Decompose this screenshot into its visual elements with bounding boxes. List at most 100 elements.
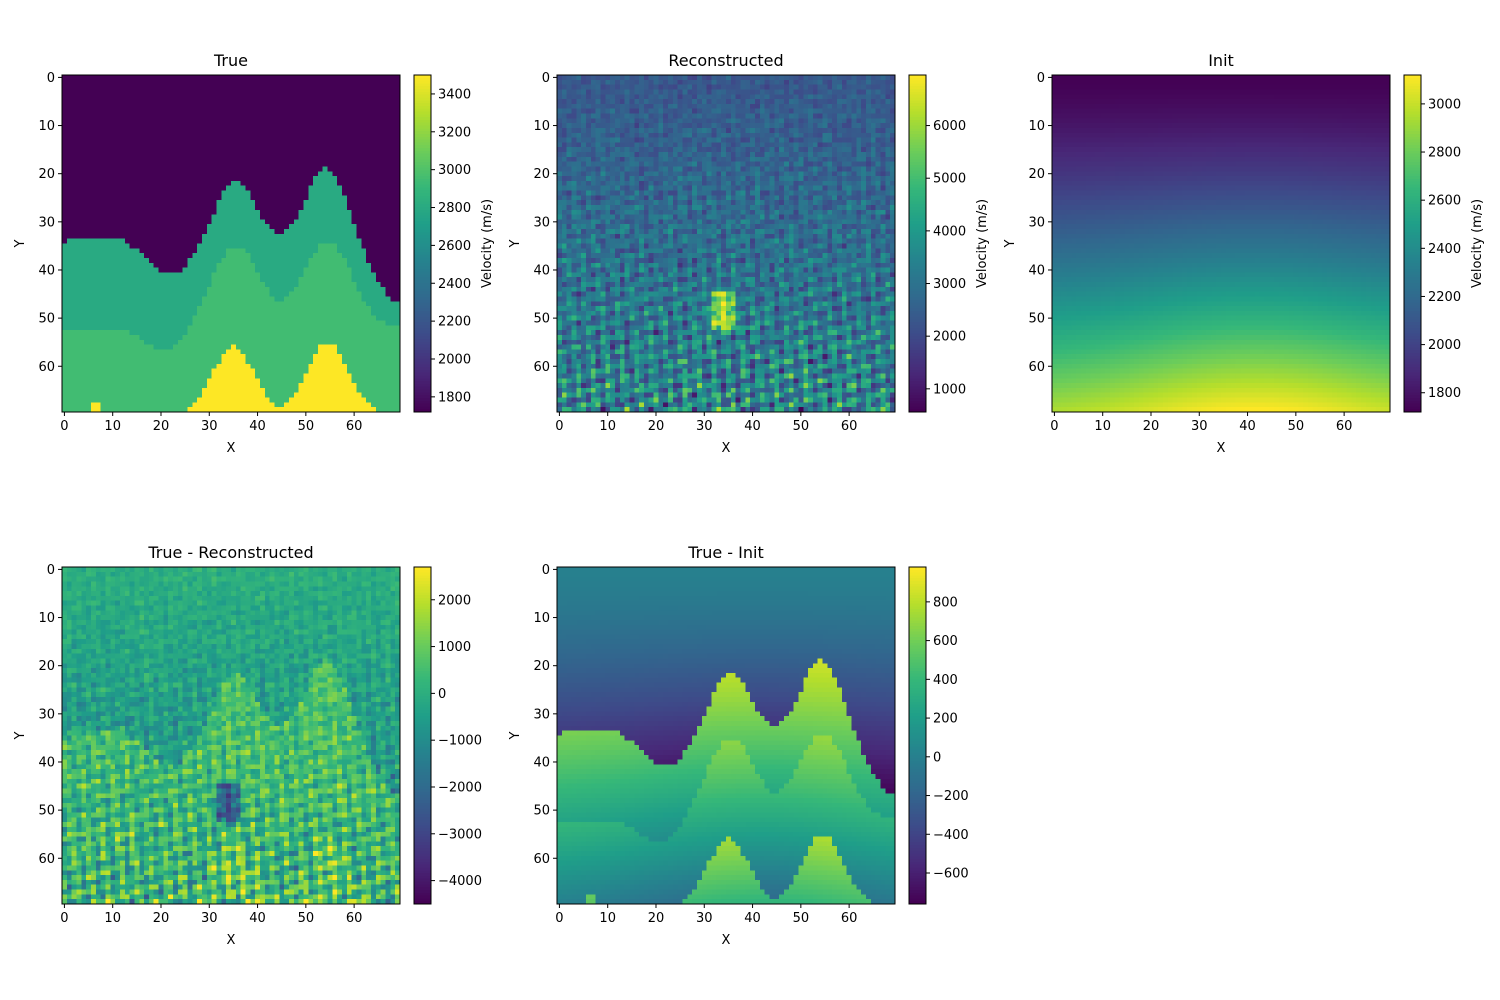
heatmap-cell xyxy=(212,133,217,138)
heatmap-cell xyxy=(81,398,86,403)
heatmap-cell xyxy=(390,85,395,90)
heatmap-cell xyxy=(115,162,120,167)
heatmap-cell xyxy=(226,80,231,85)
heatmap-cell xyxy=(347,345,352,350)
heatmap-cell xyxy=(202,157,207,162)
heatmap-cell xyxy=(144,301,149,306)
heatmap-cell xyxy=(67,244,72,249)
heatmap-cell xyxy=(149,287,154,292)
heatmap-cell xyxy=(202,195,207,200)
heatmap-cell xyxy=(86,316,91,321)
heatmap-cell xyxy=(245,263,250,268)
heatmap-cell xyxy=(101,349,106,354)
heatmap-cell xyxy=(289,200,294,205)
heatmap-cell xyxy=(390,80,395,85)
heatmap-cell xyxy=(270,253,275,258)
heatmap-cell xyxy=(318,94,323,99)
heatmap-cell xyxy=(279,306,284,311)
heatmap-cell xyxy=(260,128,265,133)
heatmap-cell xyxy=(250,123,255,128)
heatmap-cell xyxy=(250,373,255,378)
heatmap-cell xyxy=(91,191,96,196)
heatmap-cell xyxy=(226,234,231,239)
heatmap-cell xyxy=(265,345,270,350)
heatmap-cell xyxy=(381,258,386,263)
heatmap-cell xyxy=(289,215,294,220)
heatmap-cell xyxy=(178,118,183,123)
heatmap-cell xyxy=(318,85,323,90)
heatmap-cell xyxy=(81,219,86,224)
heatmap-cell xyxy=(332,171,337,176)
heatmap-cell xyxy=(337,181,342,186)
heatmap-cell xyxy=(163,402,168,407)
heatmap-cell xyxy=(62,118,67,123)
heatmap-cell xyxy=(390,99,395,104)
heatmap-cell xyxy=(313,383,318,388)
heatmap-cell xyxy=(274,306,279,311)
heatmap-cell xyxy=(328,402,333,407)
heatmap-cell xyxy=(352,109,357,114)
heatmap-cell xyxy=(159,272,164,277)
heatmap-cell xyxy=(284,205,289,210)
heatmap-cell xyxy=(144,176,149,181)
heatmap-cell xyxy=(96,340,101,345)
heatmap-cell xyxy=(212,118,217,123)
heatmap-cell xyxy=(245,176,250,181)
heatmap-cell xyxy=(197,114,202,119)
heatmap-cell xyxy=(231,345,236,350)
heatmap-cell xyxy=(245,354,250,359)
heatmap-cell xyxy=(357,142,362,147)
heatmap-cell xyxy=(96,181,101,186)
heatmap-cell xyxy=(120,118,125,123)
heatmap-cell xyxy=(289,171,294,176)
heatmap-cell xyxy=(163,388,168,393)
heatmap-cell xyxy=(101,219,106,224)
heatmap-cell xyxy=(134,99,139,104)
heatmap-cell xyxy=(342,263,347,268)
heatmap-cell xyxy=(318,253,323,258)
heatmap-cell xyxy=(163,147,168,152)
heatmap-cell xyxy=(390,128,395,133)
heatmap-cell xyxy=(289,147,294,152)
heatmap-cell xyxy=(328,239,333,244)
heatmap-cell xyxy=(352,369,357,374)
heatmap-cell xyxy=(105,118,110,123)
heatmap-cell xyxy=(86,373,91,378)
heatmap-cell xyxy=(347,402,352,407)
heatmap-cell xyxy=(134,215,139,220)
heatmap-cell xyxy=(207,147,212,152)
heatmap-cell xyxy=(241,248,246,253)
heatmap-cell xyxy=(76,234,81,239)
heatmap-cell xyxy=(91,229,96,234)
heatmap-cell xyxy=(86,138,91,143)
heatmap-cell xyxy=(274,388,279,393)
heatmap-cell xyxy=(120,340,125,345)
heatmap-cell xyxy=(173,85,178,90)
heatmap-cell xyxy=(361,393,366,398)
heatmap-cell xyxy=(318,359,323,364)
heatmap-cell xyxy=(105,75,110,80)
heatmap-cell xyxy=(67,224,72,229)
heatmap-cell xyxy=(366,335,371,340)
y-tick-label: 60 xyxy=(38,360,55,375)
heatmap-cell xyxy=(86,296,91,301)
heatmap-cell xyxy=(154,253,159,258)
heatmap-cell xyxy=(96,383,101,388)
heatmap-cell xyxy=(173,335,178,340)
heatmap-cell xyxy=(328,176,333,181)
heatmap-cell xyxy=(192,301,197,306)
heatmap-cell xyxy=(352,133,357,138)
heatmap-cell xyxy=(352,166,357,171)
heatmap-cell xyxy=(168,373,173,378)
heatmap-cell xyxy=(231,104,236,109)
heatmap-cell xyxy=(347,378,352,383)
heatmap-cell xyxy=(86,301,91,306)
heatmap-cell xyxy=(279,388,284,393)
heatmap-cell xyxy=(376,195,381,200)
heatmap-cell xyxy=(101,80,106,85)
heatmap-cell xyxy=(221,330,226,335)
heatmap-cell xyxy=(178,272,183,277)
heatmap-cell xyxy=(294,248,299,253)
heatmap-cell xyxy=(328,210,333,215)
heatmap-cell xyxy=(115,321,120,326)
